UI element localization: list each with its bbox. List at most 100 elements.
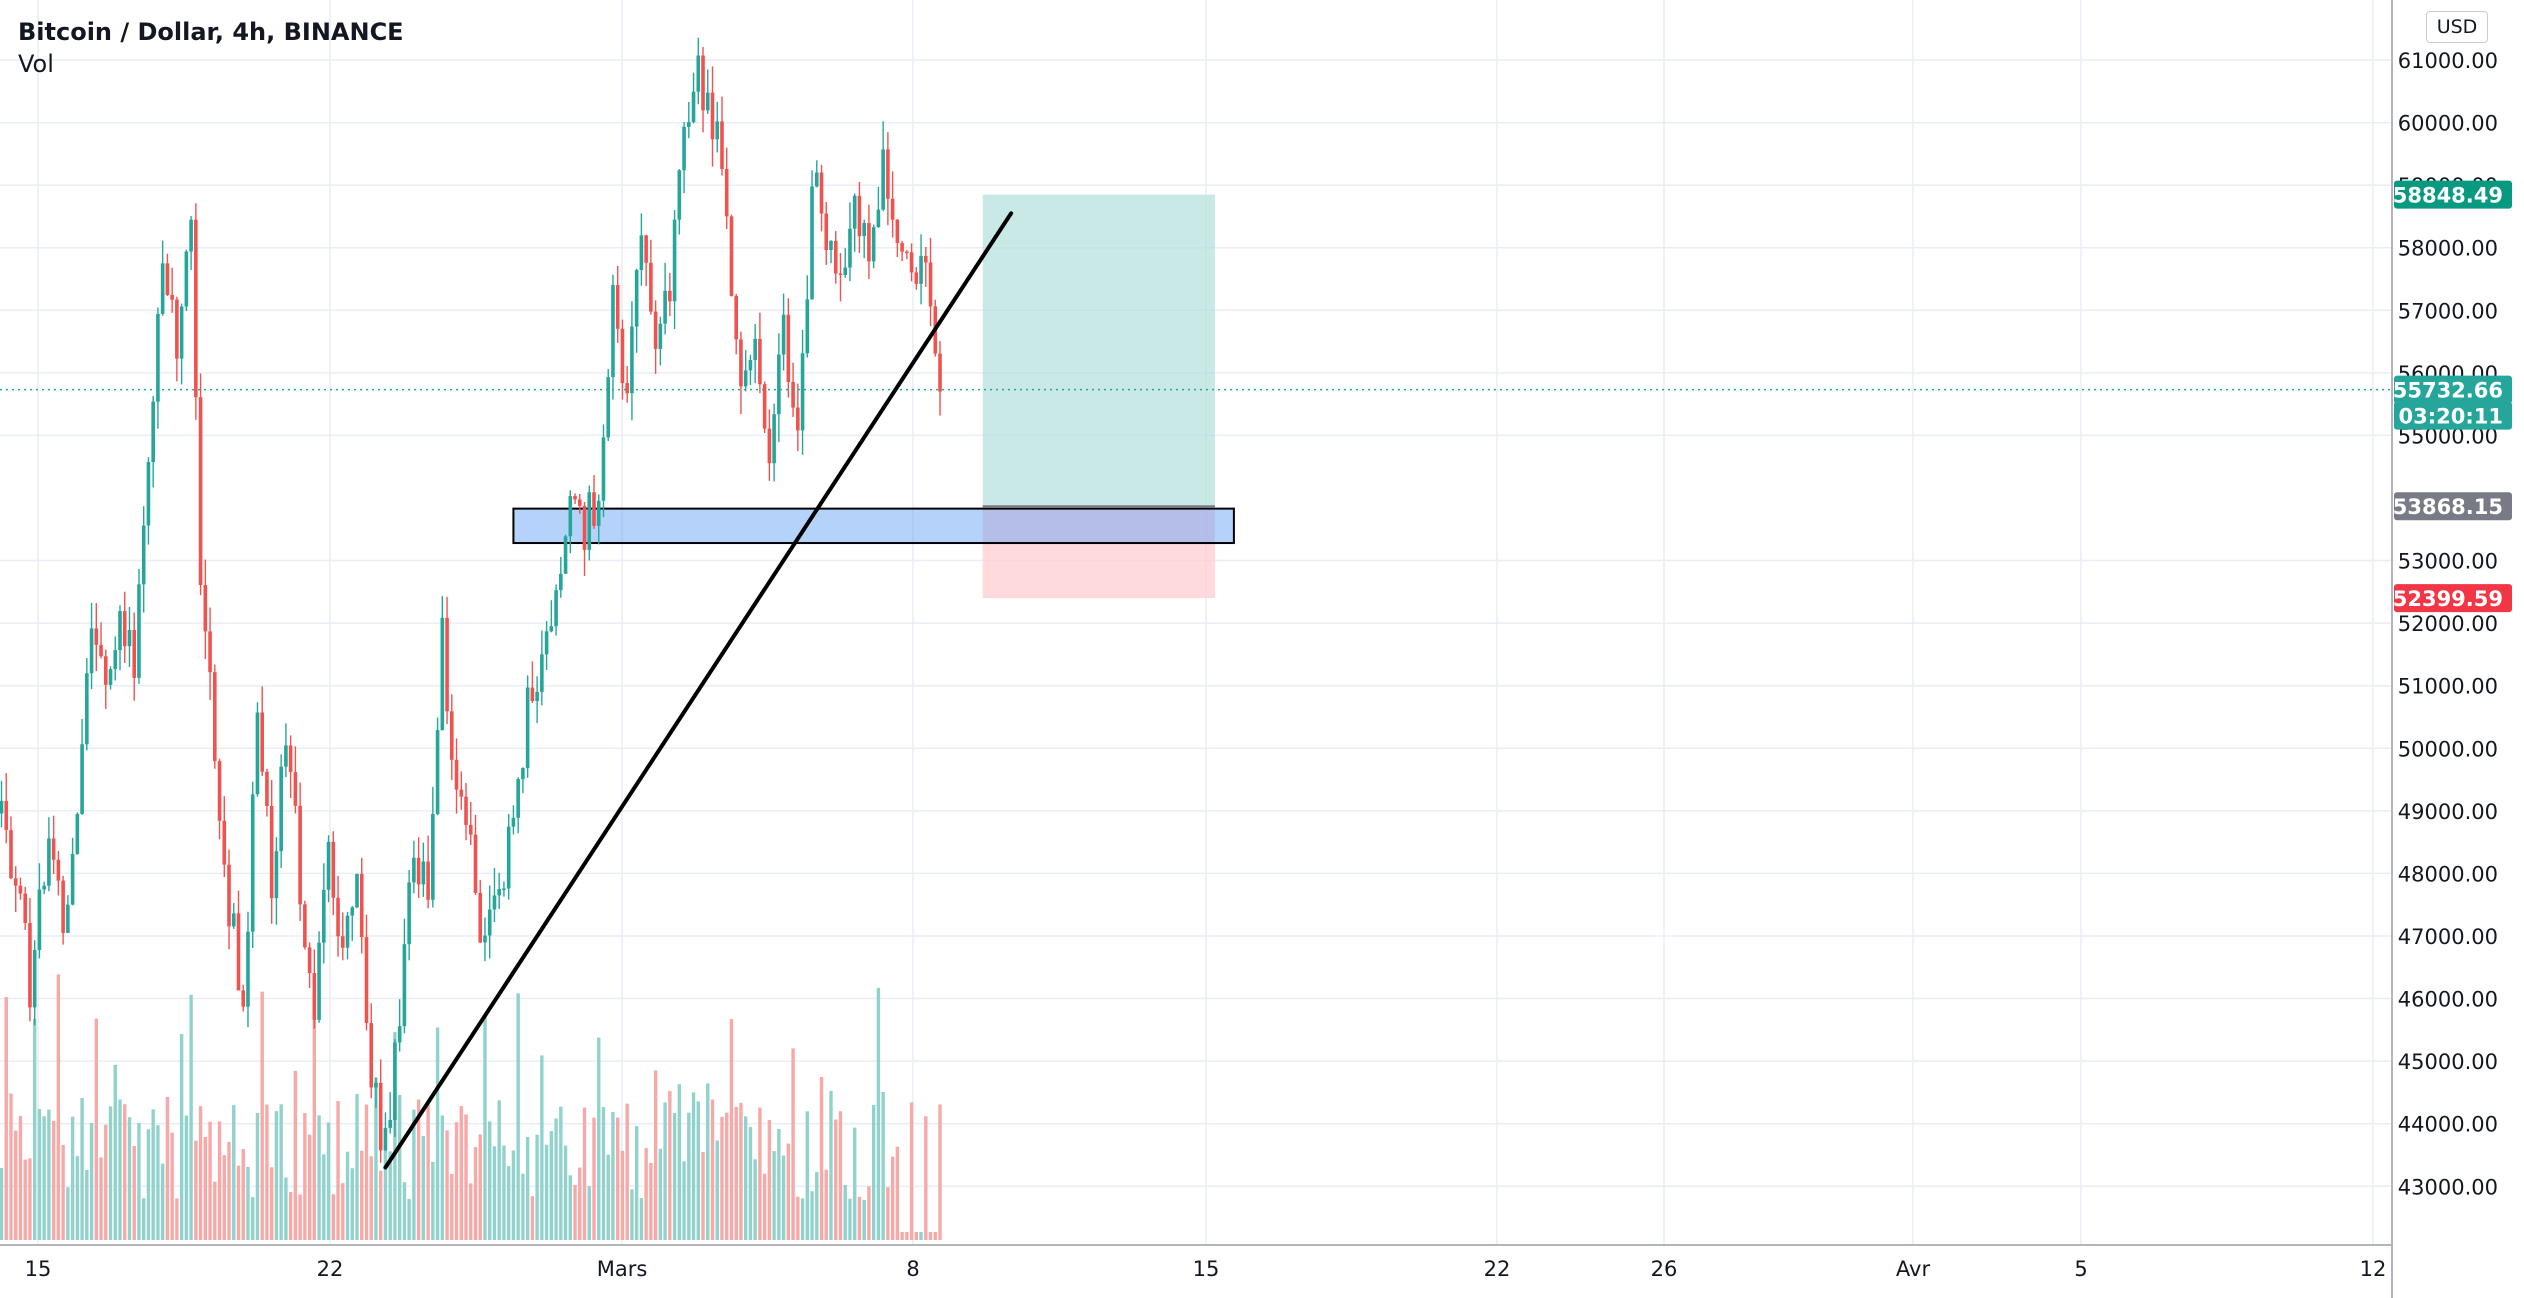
volume-bar: [412, 1109, 416, 1240]
volume-bar: [232, 1105, 236, 1240]
candle-body: [260, 712, 264, 772]
candle-body: [137, 584, 141, 678]
candle-body: [814, 172, 819, 187]
candle-body: [473, 834, 478, 893]
volume-bar: [900, 1232, 904, 1240]
candle-body: [753, 338, 757, 361]
x-tick-label: 15: [1193, 1257, 1220, 1281]
candle-body: [435, 730, 440, 814]
volume-bar: [298, 1194, 302, 1240]
volume-bar: [563, 1145, 568, 1240]
volume-bar: [312, 992, 317, 1240]
volume-bar: [80, 1097, 84, 1240]
symbol-title: Bitcoin / Dollar, 4h, BINANCE: [18, 18, 404, 46]
trendline-drawing[interactable]: [383, 211, 1014, 1170]
candle-body: [535, 691, 539, 702]
volume-bar: [369, 1156, 373, 1240]
volume-bar: [464, 1114, 468, 1240]
volume-bar: [743, 1116, 748, 1240]
volume-bar: [573, 1184, 577, 1240]
currency-button[interactable]: USD: [2426, 11, 2488, 43]
volume-bar: [653, 1070, 658, 1240]
volume-bar: [715, 1140, 719, 1240]
candle-body: [919, 255, 923, 284]
volume-bar: [142, 1198, 146, 1240]
price-label-box: [2394, 401, 2512, 430]
volume-bar: [895, 1146, 900, 1240]
candle-body: [340, 936, 345, 948]
candle-body: [103, 656, 108, 685]
candle-body: [56, 859, 61, 881]
y-tick-label: 51000.00: [2398, 675, 2498, 699]
candle-body: [388, 1119, 392, 1128]
x-tick-label: 22: [317, 1257, 344, 1281]
volume-bar: [810, 1191, 814, 1240]
candle-body: [269, 805, 274, 899]
volume-bar: [14, 1130, 18, 1240]
volume-bar: [881, 1092, 885, 1240]
candle-body: [871, 227, 876, 262]
price-label-box: [2394, 492, 2512, 521]
candle-body: [42, 885, 46, 890]
y-tick-label: 61000.00: [2398, 49, 2498, 73]
volume-bar: [9, 1093, 13, 1240]
volume-bar: [379, 1170, 383, 1240]
volume-bar: [194, 1140, 198, 1240]
candle-body: [378, 1082, 383, 1151]
volume-bar: [454, 1122, 459, 1240]
candle-body: [203, 585, 208, 632]
candle-body: [758, 338, 762, 385]
volume-bar: [791, 1048, 795, 1240]
volume-bar: [677, 1084, 682, 1240]
candle-body: [762, 384, 767, 429]
volume-bar: [592, 1117, 596, 1240]
volume-bar: [853, 1127, 857, 1240]
candle-body: [525, 687, 530, 769]
candle-body: [630, 326, 634, 394]
volume-bar: [179, 1033, 184, 1240]
candle-body: [568, 496, 573, 537]
volume-bar: [938, 1104, 942, 1240]
volume-bar: [184, 1115, 189, 1240]
candle-body: [924, 255, 928, 263]
candle-body: [540, 654, 544, 692]
price-label-text: 52399.59: [2393, 587, 2503, 611]
candle-body: [715, 121, 720, 140]
volume-bar: [89, 1122, 94, 1240]
volume-bar: [786, 1143, 791, 1240]
candle-body: [132, 629, 137, 678]
candle-body: [876, 209, 881, 228]
volume-bar: [824, 1169, 828, 1240]
volume-bar: [303, 1113, 307, 1240]
candle-body: [61, 880, 65, 933]
volume-bar: [767, 1119, 772, 1240]
candle-body: [431, 813, 435, 900]
candle-body: [786, 314, 791, 383]
volume-bar: [47, 1109, 51, 1240]
volume-bar: [739, 1102, 743, 1240]
volume-bar: [113, 1064, 117, 1240]
drawing-overlays[interactable]: [512, 194, 1235, 599]
candle-body: [810, 186, 814, 300]
candle-body: [317, 942, 321, 1020]
volume-bar: [61, 1144, 65, 1240]
candle-body: [28, 922, 32, 1008]
volume-bar: [649, 1162, 653, 1240]
volume-bar: [687, 1112, 691, 1240]
candle-body: [99, 644, 103, 657]
volume-bar: [426, 1102, 430, 1240]
candle-body: [345, 915, 350, 948]
volume-bar: [203, 1136, 208, 1240]
candle-body: [739, 339, 743, 387]
volume-bar: [540, 1055, 544, 1240]
candle-body: [544, 631, 549, 655]
volume-bar: [123, 1104, 127, 1240]
price-label-last-price: 55732.66: [2393, 375, 2512, 404]
candle-body: [487, 909, 492, 936]
candle-body: [781, 314, 786, 355]
volume-bar: [857, 1196, 862, 1240]
volume-bar: [729, 1019, 734, 1240]
volume-bar: [720, 1116, 724, 1240]
volume-bar: [696, 1101, 700, 1240]
